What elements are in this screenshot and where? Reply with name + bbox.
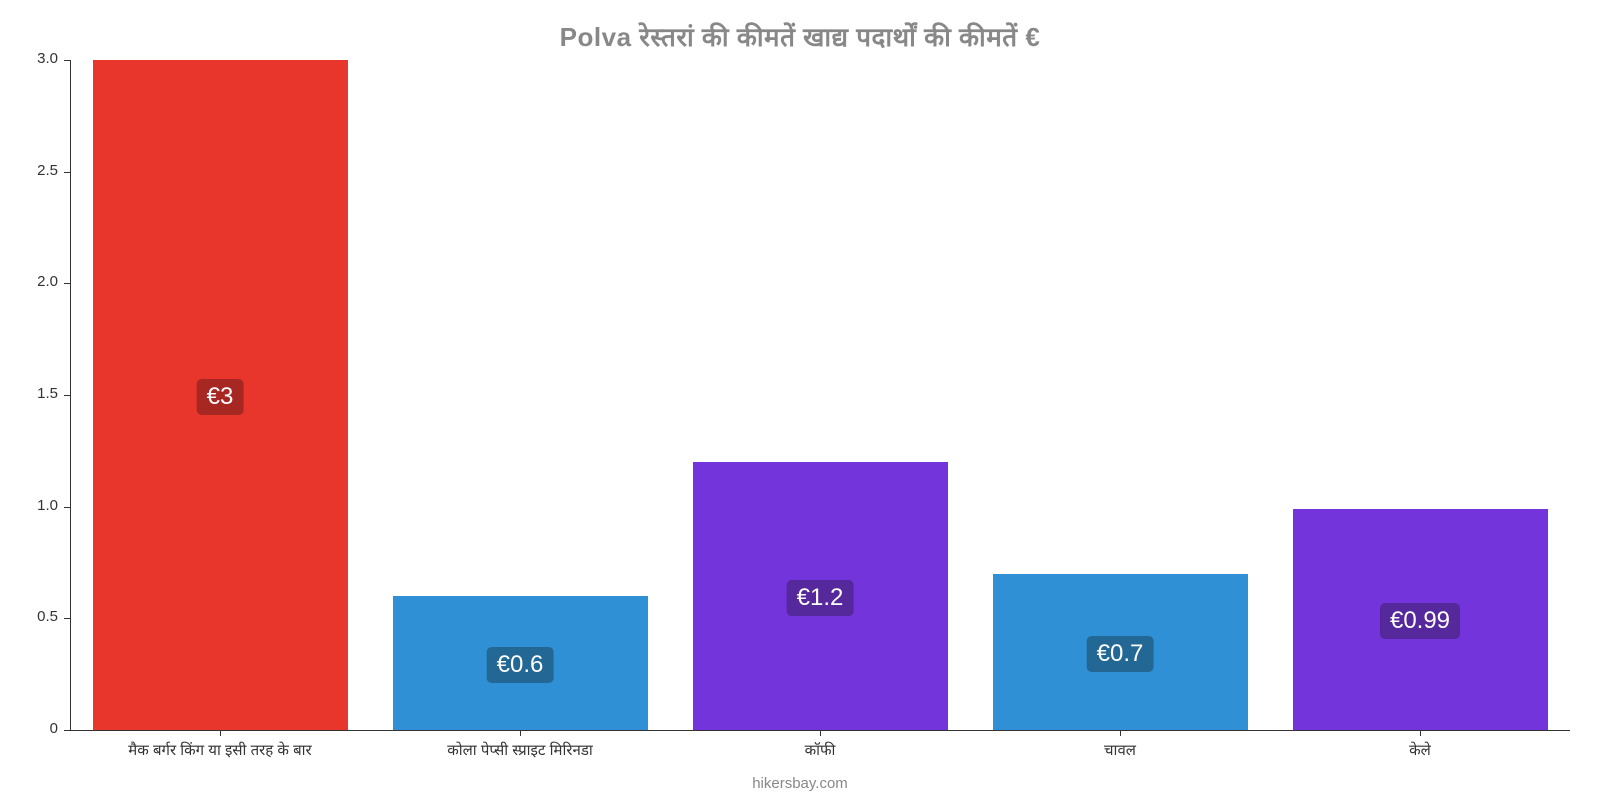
y-tick xyxy=(64,60,70,61)
x-tick xyxy=(520,730,521,736)
y-tick xyxy=(64,395,70,396)
y-tick xyxy=(64,618,70,619)
plot-area: 00.51.01.52.02.53.0€3मैक बर्गर किंग या इ… xyxy=(70,60,1570,730)
x-tick xyxy=(1420,730,1421,736)
y-tick xyxy=(64,730,70,731)
x-tick xyxy=(1120,730,1121,736)
y-tick-label: 2.0 xyxy=(8,273,58,290)
y-tick xyxy=(64,172,70,173)
chart-container: Polva रेस्तरां की कीमतें खाद्य पदार्थों … xyxy=(0,0,1600,800)
x-tick xyxy=(220,730,221,736)
x-tick-label: केले xyxy=(1270,740,1570,760)
y-tick-label: 3.0 xyxy=(8,50,58,67)
y-axis xyxy=(70,60,71,730)
y-tick xyxy=(64,507,70,508)
x-tick xyxy=(820,730,821,736)
y-tick-label: 2.5 xyxy=(8,162,58,179)
x-tick-label: कोला पेप्सी स्प्राइट मिरिनडा xyxy=(370,740,670,760)
value-badge: €0.6 xyxy=(487,647,554,683)
chart-footer: hikersbay.com xyxy=(0,775,1600,792)
value-badge: €0.99 xyxy=(1380,603,1460,639)
x-tick-label: चावल xyxy=(970,740,1270,760)
x-tick-label: कॉफी xyxy=(670,740,970,760)
y-tick xyxy=(64,283,70,284)
y-tick-label: 0 xyxy=(8,720,58,737)
value-badge: €3 xyxy=(197,379,244,415)
value-badge: €0.7 xyxy=(1087,636,1154,672)
y-tick-label: 1.5 xyxy=(8,385,58,402)
y-tick-label: 0.5 xyxy=(8,608,58,625)
x-tick-label: मैक बर्गर किंग या इसी तरह के बार xyxy=(70,740,370,760)
chart-title: Polva रेस्तरां की कीमतें खाद्य पदार्थों … xyxy=(0,0,1600,54)
value-badge: €1.2 xyxy=(787,580,854,616)
y-tick-label: 1.0 xyxy=(8,497,58,514)
